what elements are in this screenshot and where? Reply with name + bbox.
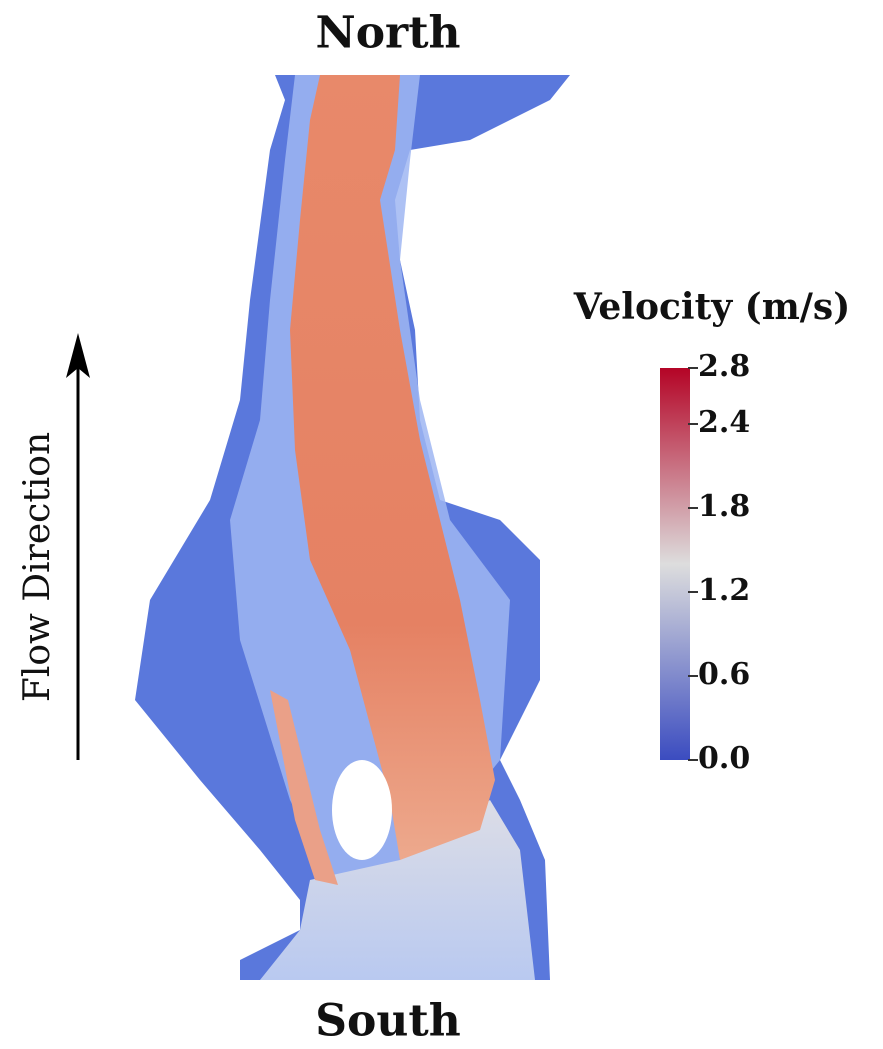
colorbar-scale — [660, 368, 690, 760]
colorbar-tick-label: 0.0 — [698, 741, 750, 776]
colorbar-tick-label: 0.6 — [698, 657, 750, 692]
river-south — [260, 800, 535, 980]
north-label: North — [315, 8, 460, 59]
south-label: South — [315, 996, 460, 1047]
island — [332, 760, 392, 860]
river-side-channel — [270, 690, 338, 885]
river-field — [135, 75, 570, 980]
flow-arrowhead — [66, 333, 90, 378]
colorbar-tick-label: 1.2 — [698, 573, 750, 608]
colorbar-tick-label: 1.8 — [698, 489, 750, 524]
colorbar-tick-label: 2.8 — [698, 349, 750, 384]
colorbar-tick-label: 2.4 — [698, 405, 750, 440]
colorbar: 0.0 0.6 1.2 1.8 2.4 2.8 — [660, 349, 750, 776]
river-core — [290, 75, 495, 860]
colorbar-title: Velocity (m/s) — [573, 286, 850, 328]
flow-label: Flow Direction — [17, 432, 58, 702]
